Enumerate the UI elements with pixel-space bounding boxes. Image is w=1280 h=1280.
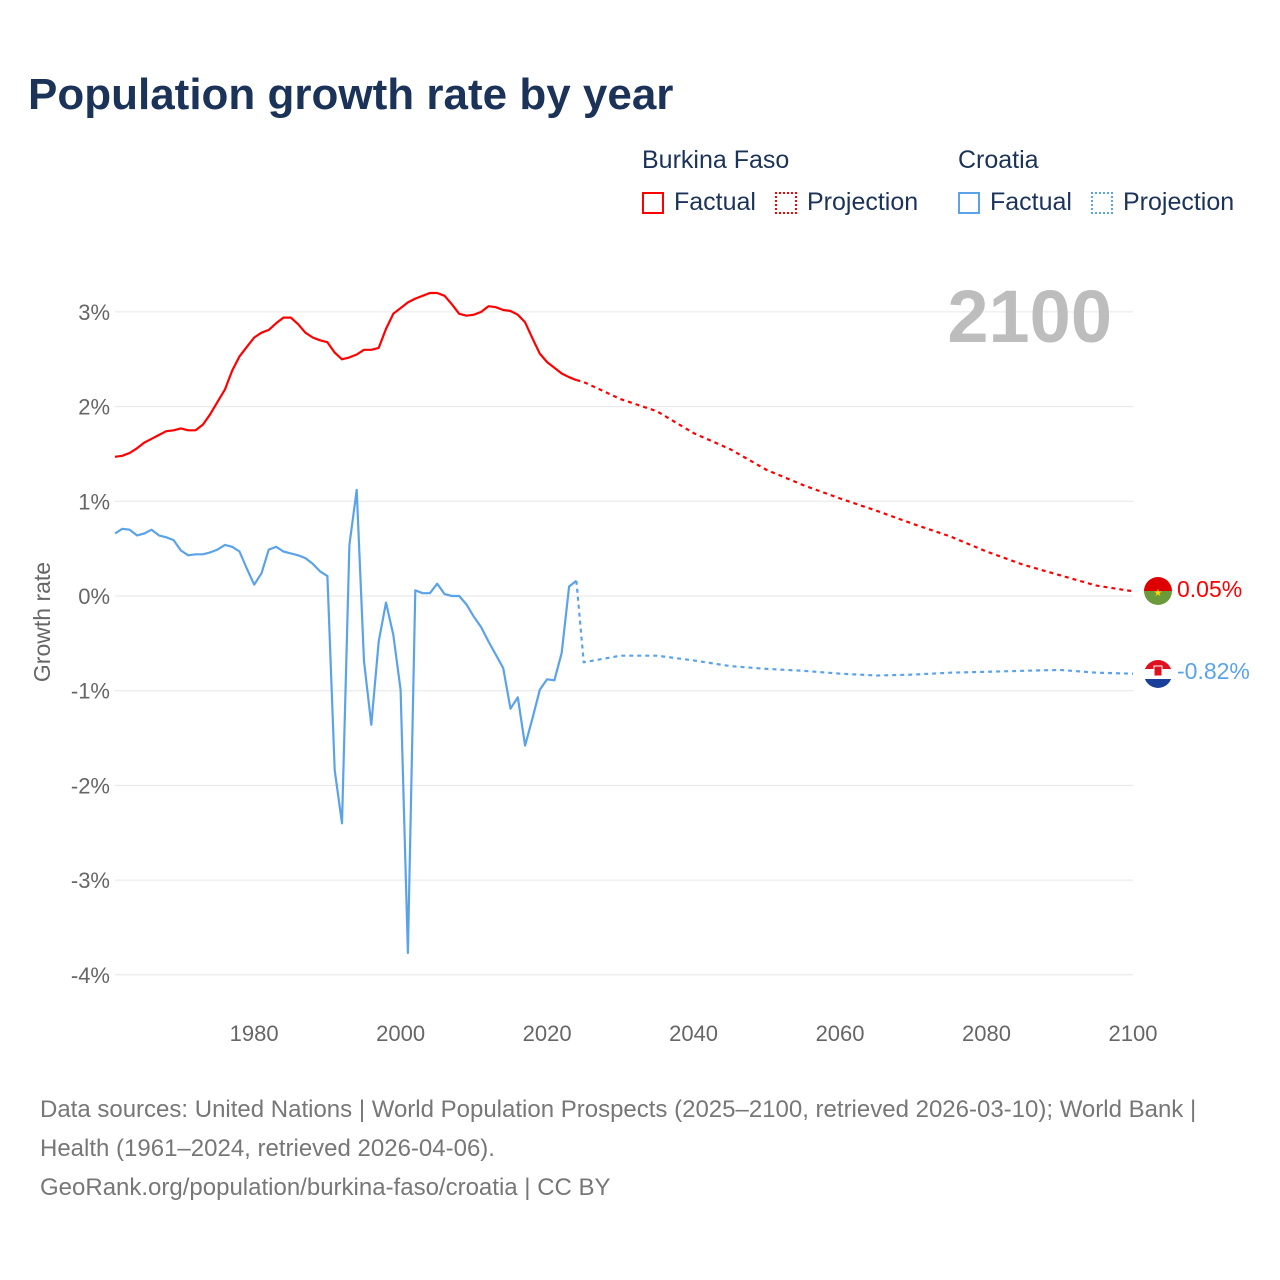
legend-swatch-solid-blue	[958, 191, 980, 214]
series-line-croatia-factual	[114, 488, 578, 955]
series-line-burkina-faso-projection	[576, 379, 1134, 593]
legend-label: Projection	[807, 188, 919, 216]
x-tick-label: 2100	[1109, 1021, 1158, 1046]
legend-item-croatia-projection[interactable]: Projection	[1091, 188, 1234, 217]
legend-item-burkina-projection[interactable]: Projection	[775, 188, 918, 217]
croatia-flag-icon	[1144, 660, 1172, 688]
x-tick-label: 2020	[523, 1021, 572, 1046]
series-line-croatia-projection	[575, 580, 1134, 677]
legend-item-burkina-factual[interactable]: Factual	[642, 188, 756, 217]
legend-group-burkina-faso: Burkina Faso	[642, 146, 790, 174]
year-indicator: 2100	[947, 275, 1112, 358]
x-tick-label: 2000	[376, 1021, 425, 1046]
footer: Data sources: United Nations | World Pop…	[40, 1090, 1240, 1207]
x-tick-label: 2040	[669, 1021, 718, 1046]
y-tick-label: -2%	[71, 773, 110, 798]
y-axis-label: Growth rate	[29, 562, 55, 682]
series-line-burkina-faso-factual	[114, 291, 577, 458]
burkina-faso-flag-icon: ★	[1144, 577, 1172, 605]
legend-label: Factual	[990, 188, 1072, 216]
legend-group-croatia: Croatia	[958, 146, 1039, 174]
svg-text:★: ★	[1154, 588, 1163, 599]
end-label-croatia: -0.82%	[1177, 658, 1250, 684]
data-sources: Data sources: United Nations | World Pop…	[40, 1096, 1197, 1162]
y-tick-label: 0%	[78, 584, 110, 609]
y-tick-label: 3%	[78, 300, 110, 325]
end-label-burkina-faso: 0.05%	[1177, 576, 1242, 602]
source-link[interactable]: GeoRank.org/population/burkina-faso/croa…	[40, 1174, 611, 1201]
x-tick-label: 2080	[962, 1021, 1011, 1046]
legend-swatch-solid-red	[642, 191, 664, 214]
y-tick-label: -4%	[71, 963, 110, 988]
x-tick-label: 2060	[816, 1021, 865, 1046]
y-tick-label: 2%	[78, 395, 110, 420]
y-tick-label: 1%	[78, 489, 110, 514]
chart-title: Population growth rate by year	[28, 70, 674, 119]
legend-label: Factual	[674, 188, 756, 216]
legend-label: Projection	[1123, 188, 1235, 216]
y-tick-label: -3%	[71, 868, 110, 893]
legend-swatch-dotted-blue	[1091, 191, 1113, 214]
legend-swatch-dotted-red	[775, 191, 797, 214]
x-tick-label: 1980	[230, 1021, 279, 1046]
y-tick-label: -1%	[71, 679, 110, 704]
legend-item-croatia-factual[interactable]: Factual	[958, 188, 1072, 217]
